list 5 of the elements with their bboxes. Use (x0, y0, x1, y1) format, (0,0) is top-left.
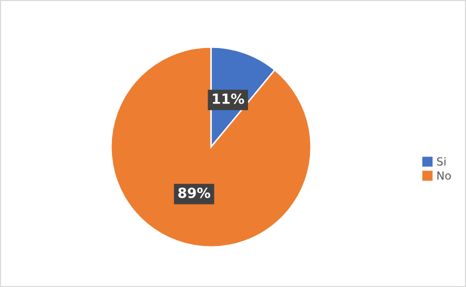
data-label: 89% (178, 188, 210, 198)
pie-slice (110, 46, 312, 248)
legend-label: Si (437, 157, 446, 166)
data-label: 11% (212, 93, 244, 104)
legend-label: No (437, 172, 451, 180)
